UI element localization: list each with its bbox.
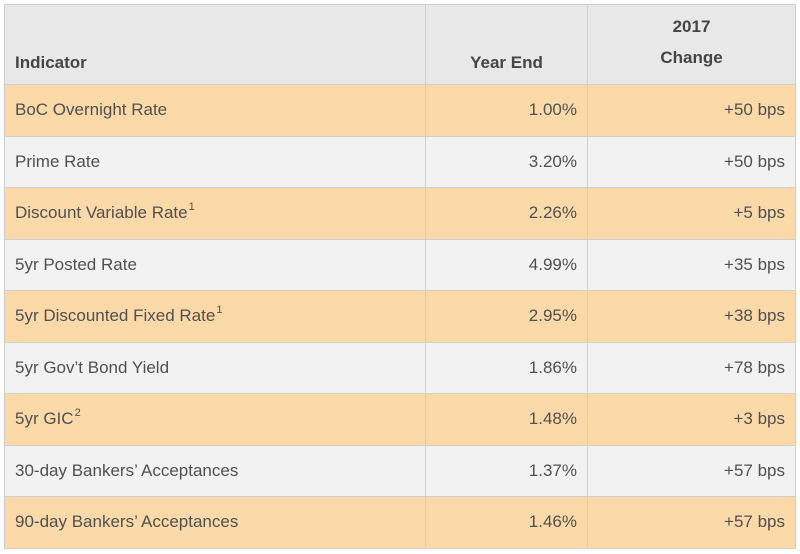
change-value: +57 bps bbox=[587, 444, 796, 497]
header-change: 2017 Change bbox=[587, 4, 796, 85]
table-row: 90-day Bankers’ Acceptances 1.46% +57 bps bbox=[4, 496, 796, 549]
change-value: +35 bps bbox=[587, 238, 796, 291]
table-row: 5yr Discounted Fixed Rate1 2.95% +38 bps bbox=[4, 290, 796, 343]
table-row: 5yr GIC2 1.48% +3 bps bbox=[4, 393, 796, 446]
change-value: +50 bps bbox=[587, 135, 796, 188]
table-row: Discount Variable Rate1 2.26% +5 bps bbox=[4, 187, 796, 240]
indicator-cell: 5yr Discounted Fixed Rate1 bbox=[4, 290, 426, 343]
table-row: 30-day Bankers’ Acceptances 1.37% +57 bps bbox=[4, 444, 796, 497]
year-end-value: 1.00% bbox=[425, 84, 588, 137]
change-value: +50 bps bbox=[587, 84, 796, 137]
table-row: BoC Overnight Rate 1.00% +50 bps bbox=[4, 84, 796, 137]
year-end-value: 1.86% bbox=[425, 341, 588, 394]
indicator-name: 90-day Bankers’ Acceptances bbox=[15, 512, 239, 532]
header-row: Indicator Year End 2017 Change bbox=[4, 4, 796, 85]
footnote-marker: 2 bbox=[74, 407, 81, 420]
year-end-value: 1.37% bbox=[425, 444, 588, 497]
header-change-year: 2017 bbox=[672, 17, 711, 36]
indicator-name: 5yr Discounted Fixed Rate bbox=[15, 306, 216, 326]
indicator-cell: 5yr Posted Rate bbox=[4, 238, 426, 291]
indicator-name: 30-day Bankers’ Acceptances bbox=[15, 460, 239, 480]
change-value: +57 bps bbox=[587, 496, 796, 549]
table-body: BoC Overnight Rate 1.00% +50 bps Prime Rate… bbox=[4, 84, 796, 549]
indicator-name: BoC Overnight Rate bbox=[15, 100, 168, 120]
header-indicator: Indicator bbox=[4, 4, 426, 85]
indicator-cell: 90-day Bankers’ Acceptances bbox=[4, 496, 426, 549]
indicator-cell: Discount Variable Rate1 bbox=[4, 187, 426, 240]
year-end-value: 2.95% bbox=[425, 290, 588, 343]
change-value: +3 bps bbox=[587, 393, 796, 446]
header-change-label: Change bbox=[660, 48, 723, 67]
indicator-name: Prime Rate bbox=[15, 151, 101, 171]
indicator-name: 5yr Posted Rate bbox=[15, 254, 137, 274]
indicator-cell: 30-day Bankers’ Acceptances bbox=[4, 444, 426, 497]
change-value: +38 bps bbox=[587, 290, 796, 343]
indicator-name: Discount Variable Rate bbox=[15, 203, 188, 223]
indicator-cell: Prime Rate bbox=[4, 135, 426, 188]
year-end-value: 3.20% bbox=[425, 135, 588, 188]
change-value: +78 bps bbox=[587, 341, 796, 394]
header-year-end: Year End bbox=[425, 4, 588, 85]
table-header: Indicator Year End 2017 Change bbox=[4, 4, 796, 85]
indicator-name: 5yr Gov’t Bond Yield bbox=[15, 357, 170, 377]
rates-table: Indicator Year End 2017 Change BoC Overn… bbox=[4, 4, 796, 549]
indicator-cell: 5yr GIC2 bbox=[4, 393, 426, 446]
table-row: 5yr Gov’t Bond Yield 1.86% +78 bps bbox=[4, 341, 796, 394]
table-row: Prime Rate 3.20% +50 bps bbox=[4, 135, 796, 188]
table-row: 5yr Posted Rate 4.99% +35 bps bbox=[4, 238, 796, 291]
indicator-cell: 5yr Gov’t Bond Yield bbox=[4, 341, 426, 394]
footnote-marker: 1 bbox=[216, 304, 223, 317]
year-end-value: 2.26% bbox=[425, 187, 588, 240]
footnote-marker: 1 bbox=[188, 201, 195, 214]
year-end-value: 1.48% bbox=[425, 393, 588, 446]
year-end-value: 4.99% bbox=[425, 238, 588, 291]
indicator-cell: BoC Overnight Rate bbox=[4, 84, 426, 137]
year-end-value: 1.46% bbox=[425, 496, 588, 549]
change-value: +5 bps bbox=[587, 187, 796, 240]
indicator-name: 5yr GIC bbox=[15, 409, 74, 429]
